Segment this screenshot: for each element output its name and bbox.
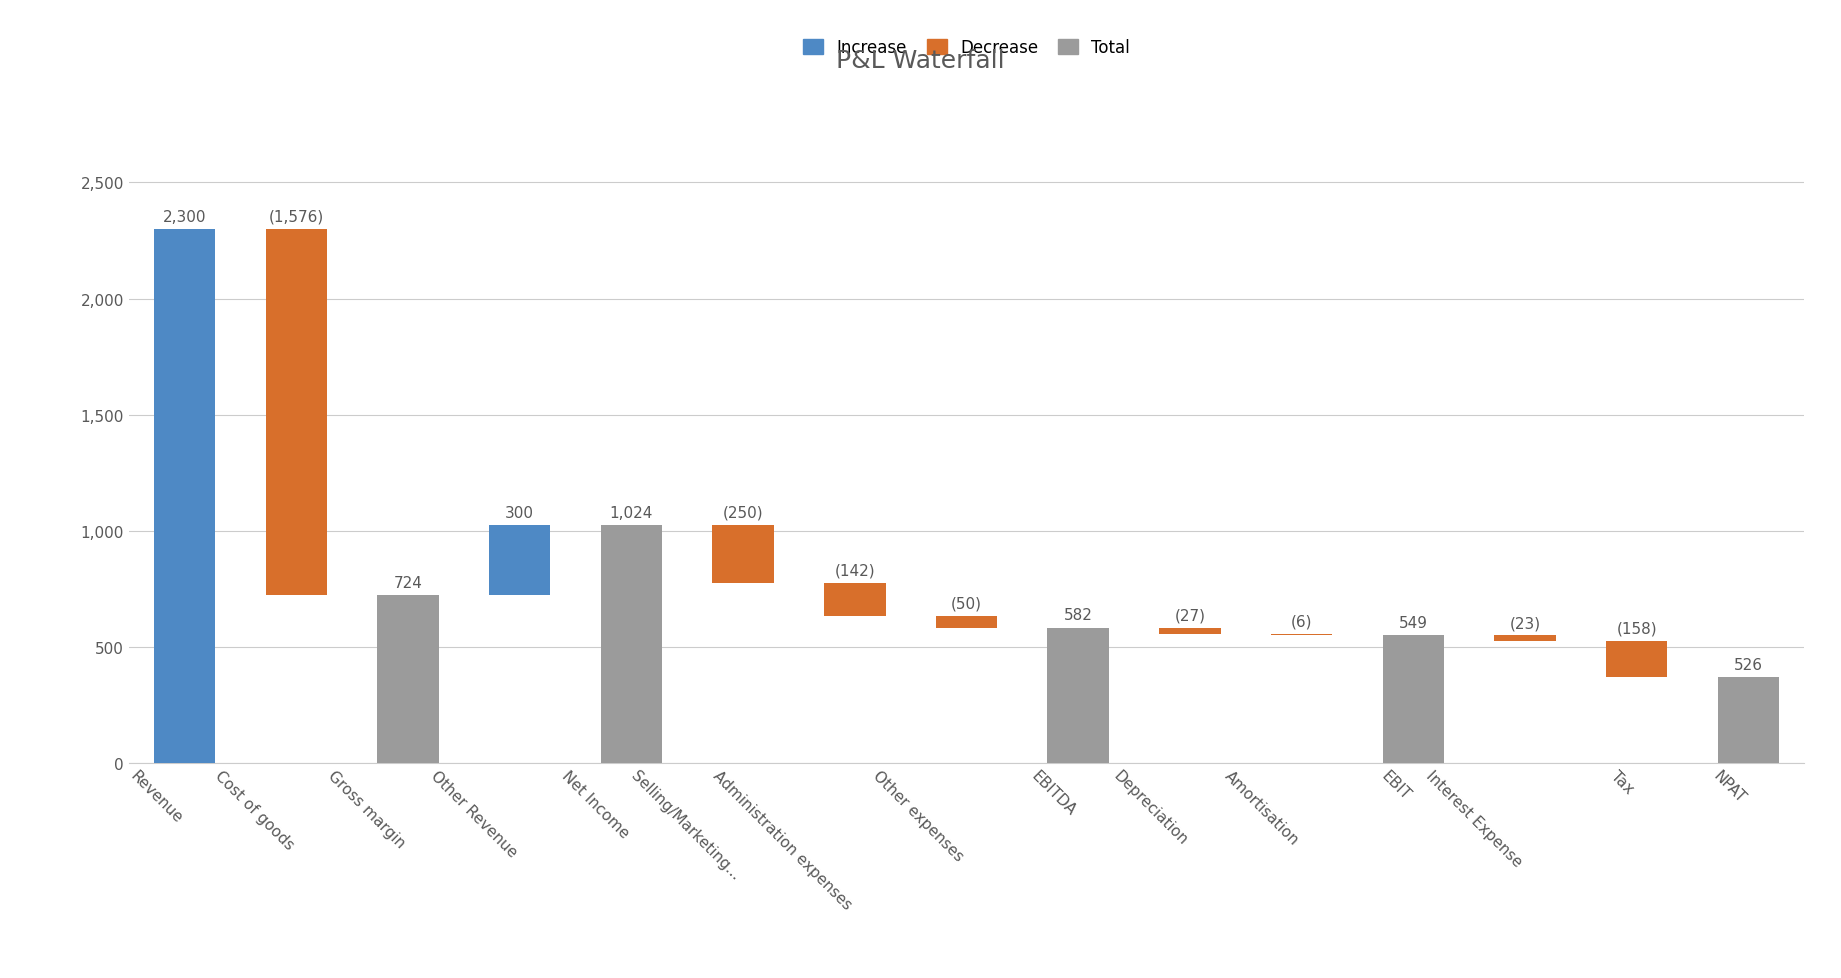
Bar xyxy=(1718,678,1778,763)
Text: 526: 526 xyxy=(1734,657,1764,673)
Text: P&L Waterfall: P&L Waterfall xyxy=(836,49,1005,73)
Text: 300: 300 xyxy=(504,506,534,520)
Bar xyxy=(377,595,438,763)
Text: (27): (27) xyxy=(1175,608,1206,623)
Text: 724: 724 xyxy=(394,575,423,590)
Text: (6): (6) xyxy=(1291,614,1313,629)
Bar xyxy=(712,525,773,584)
Bar xyxy=(155,230,215,763)
Bar xyxy=(1605,641,1668,678)
Text: 549: 549 xyxy=(1399,615,1429,631)
Bar xyxy=(1048,628,1108,763)
Text: 2,300: 2,300 xyxy=(164,209,206,225)
Text: (23): (23) xyxy=(1510,615,1541,631)
Bar xyxy=(600,525,663,763)
Bar xyxy=(1383,636,1443,763)
Text: (250): (250) xyxy=(724,506,764,520)
Legend: Increase, Decrease, Total: Increase, Decrease, Total xyxy=(797,32,1136,64)
Bar xyxy=(935,616,998,628)
Text: 582: 582 xyxy=(1064,608,1094,623)
Bar xyxy=(1160,628,1221,634)
Text: (158): (158) xyxy=(1616,621,1657,636)
Text: (142): (142) xyxy=(834,563,874,578)
Bar xyxy=(1270,634,1333,636)
Text: (1,576): (1,576) xyxy=(269,209,324,225)
Bar xyxy=(1495,636,1556,641)
Bar xyxy=(265,230,328,595)
Bar xyxy=(825,584,886,616)
Text: 1,024: 1,024 xyxy=(609,506,654,520)
Bar xyxy=(490,525,550,595)
Text: (50): (50) xyxy=(952,597,981,611)
